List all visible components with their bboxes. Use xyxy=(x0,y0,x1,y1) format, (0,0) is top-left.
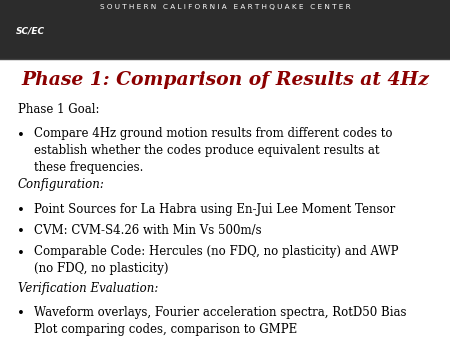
Text: •: • xyxy=(17,129,25,142)
Text: •: • xyxy=(17,225,25,238)
Text: Configuration:: Configuration: xyxy=(18,178,105,191)
Text: Point Sources for La Habra using En-Jui Lee Moment Tensor: Point Sources for La Habra using En-Jui … xyxy=(34,203,395,216)
FancyBboxPatch shape xyxy=(0,0,450,59)
Text: •: • xyxy=(17,204,25,217)
Text: •: • xyxy=(17,247,25,260)
Text: •: • xyxy=(17,307,25,320)
Text: S O U T H E R N   C A L I F O R N I A   E A R T H Q U A K E   C E N T E R: S O U T H E R N C A L I F O R N I A E A … xyxy=(100,4,350,10)
Text: Verification Evaluation:: Verification Evaluation: xyxy=(18,282,158,294)
Text: Compare 4Hz ground motion results from different codes to
establish whether the : Compare 4Hz ground motion results from d… xyxy=(34,127,392,174)
Text: Comparable Code: Hercules (no FDQ, no plasticity) and AWP
(no FDQ, no plasticity: Comparable Code: Hercules (no FDQ, no pl… xyxy=(34,245,398,275)
Text: Phase 1 Goal:: Phase 1 Goal: xyxy=(18,103,99,116)
Text: Phase 1: Comparison of Results at 4Hz: Phase 1: Comparison of Results at 4Hz xyxy=(21,71,429,89)
Text: SC/EC: SC/EC xyxy=(16,26,45,35)
Text: CVM: CVM-S4.26 with Min Vs 500m/s: CVM: CVM-S4.26 with Min Vs 500m/s xyxy=(34,224,261,237)
Text: Waveform overlays, Fourier acceleration spectra, RotD50 Bias
Plot comparing code: Waveform overlays, Fourier acceleration … xyxy=(34,306,406,336)
